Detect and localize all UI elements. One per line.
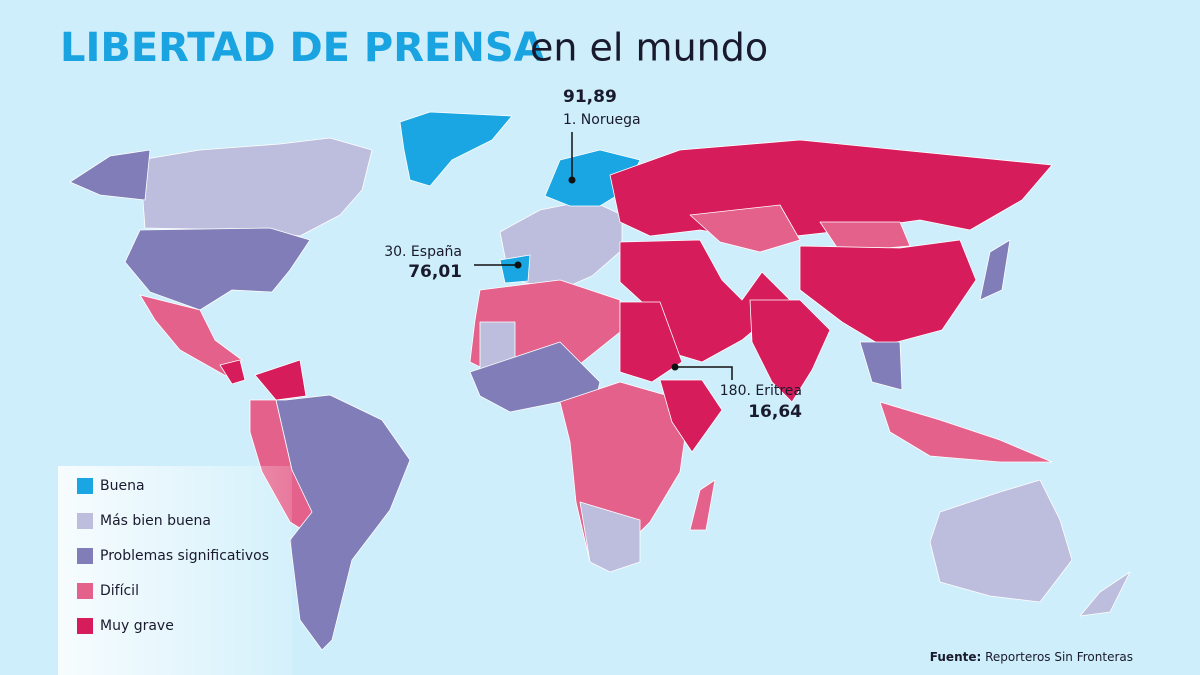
annotation-score: 91,89	[563, 87, 617, 107]
legend-panel	[58, 466, 292, 675]
central-america	[219, 359, 246, 385]
annotation-rank: 180. Eritrea	[720, 383, 802, 399]
annotation-line	[675, 366, 733, 380]
annotations: 91,89 1. Noruega 30. España 76,01 180. E…	[384, 87, 802, 422]
mongolia	[819, 221, 911, 253]
legend-label: Difícil	[100, 583, 139, 599]
annotation-score: 16,64	[748, 402, 802, 422]
source-text: Reporteros Sin Fronteras	[985, 650, 1133, 664]
horn-of-africa	[659, 379, 723, 453]
southern-africa	[579, 501, 641, 573]
legend-swatch	[77, 618, 93, 634]
greenland	[399, 111, 513, 187]
canada	[139, 137, 373, 237]
annotation-score: 76,01	[408, 262, 462, 282]
title-rest: en el mundo	[530, 26, 768, 70]
legend: Buena Más bien buena Problemas significati…	[77, 478, 269, 634]
indonesia	[879, 401, 1053, 463]
annotation-rank: 1. Noruega	[563, 112, 641, 128]
alaska	[69, 149, 151, 201]
venezuela	[254, 359, 307, 401]
legend-swatch	[77, 583, 93, 599]
spain-portugal	[499, 254, 531, 284]
legend-label: Problemas significativos	[100, 548, 269, 564]
legend-label: Muy grave	[100, 618, 174, 634]
legend-swatch	[77, 548, 93, 564]
egypt-sudan	[619, 301, 683, 383]
legend-swatch	[77, 513, 93, 529]
legend-label: Buena	[100, 478, 145, 494]
japan	[979, 239, 1011, 301]
kazakhstan	[689, 204, 801, 253]
new-zealand	[1079, 571, 1131, 617]
india	[749, 299, 831, 403]
australia	[929, 479, 1073, 603]
title-highlight: LIBERTAD DE PRENSA	[60, 25, 545, 71]
madagascar	[689, 479, 716, 531]
annotation-rank: 30. España	[384, 244, 462, 260]
source-label: Fuente:	[930, 650, 982, 664]
source: Fuente: Reporteros Sin Fronteras	[930, 650, 1133, 664]
legend-swatch	[77, 478, 93, 494]
legend-label: Más bien buena	[100, 513, 211, 529]
south-america	[275, 394, 411, 651]
usa	[124, 227, 311, 311]
southeast-asia	[859, 341, 903, 391]
china	[799, 239, 977, 347]
world-map	[69, 111, 1131, 651]
